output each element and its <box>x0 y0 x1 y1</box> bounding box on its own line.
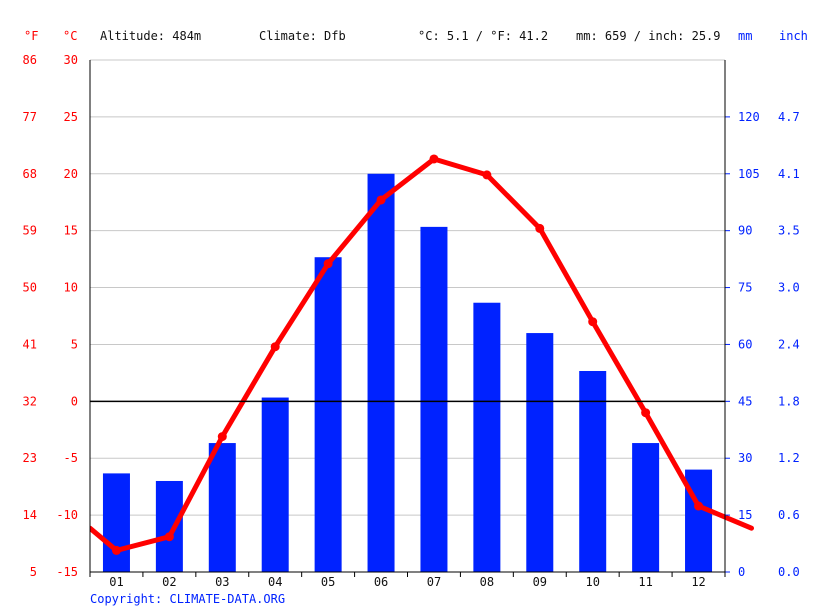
mm-tick-label: 15 <box>738 508 752 522</box>
month-tick-label: 05 <box>321 575 335 589</box>
precipitation-bar <box>632 443 660 572</box>
celsius-tick-label: 5 <box>71 337 78 351</box>
temperature-point <box>376 195 386 205</box>
month-tick-label: 07 <box>427 575 441 589</box>
inch-unit-label: inch <box>779 29 808 43</box>
climate-label: Climate: Dfb <box>259 29 346 43</box>
month-tick-label: 06 <box>374 575 388 589</box>
fahrenheit-tick-label: 5 <box>30 565 37 579</box>
fahrenheit-tick-label: 68 <box>23 167 37 181</box>
temperature-point <box>588 317 598 327</box>
tick-labels: 30862577206815591050541032-523-1014-1551… <box>23 53 800 589</box>
fahrenheit-tick-label: 50 <box>23 281 37 295</box>
precipitation-bar <box>261 397 289 572</box>
temperature-point <box>429 154 439 164</box>
fahrenheit-tick-label: 14 <box>23 508 37 522</box>
celsius-tick-label: -5 <box>64 451 78 465</box>
temperature-point <box>111 545 121 555</box>
month-tick-label: 01 <box>109 575 123 589</box>
celsius-tick-label: -10 <box>56 508 78 522</box>
fahrenheit-tick-label: 23 <box>23 451 37 465</box>
month-tick-label: 03 <box>215 575 229 589</box>
temperature-line <box>90 154 754 555</box>
temperature-point <box>270 342 280 352</box>
celsius-tick-label: 30 <box>64 53 78 67</box>
month-tick-label: 10 <box>585 575 599 589</box>
celsius-tick-label: 20 <box>64 167 78 181</box>
temperature-point <box>641 408 651 418</box>
inch-tick-label: 1.2 <box>778 451 800 465</box>
celsius-tick-label: 25 <box>64 110 78 124</box>
fahrenheit-tick-label: 41 <box>23 337 37 351</box>
temperature-point <box>217 432 227 442</box>
mm-tick-label: 45 <box>738 394 752 408</box>
celsius-tick-label: -15 <box>56 565 78 579</box>
fahrenheit-unit-label: °F <box>24 29 38 43</box>
inch-tick-label: 0.6 <box>778 508 800 522</box>
celsius-tick-label: 10 <box>64 281 78 295</box>
month-tick-label: 04 <box>268 575 282 589</box>
month-tick-label: 02 <box>162 575 176 589</box>
precipitation-bar <box>526 333 554 572</box>
precipitation-bar <box>367 173 395 572</box>
month-tick-label: 08 <box>480 575 494 589</box>
axes <box>89 60 730 577</box>
month-tick-label: 11 <box>638 575 652 589</box>
celsius-tick-label: 15 <box>64 224 78 238</box>
precipitation-bar <box>420 226 448 572</box>
copyright-label: Copyright: CLIMATE-DATA.ORG <box>90 592 285 606</box>
inch-tick-label: 0.0 <box>778 565 800 579</box>
inch-tick-label: 4.1 <box>778 167 800 181</box>
gridlines <box>90 59 725 573</box>
mm-unit-label: mm <box>738 29 752 43</box>
precipitation-bar <box>102 473 130 572</box>
temperature-point <box>323 259 333 269</box>
fahrenheit-tick-label: 32 <box>23 394 37 408</box>
precipitation-bar <box>208 443 236 572</box>
inch-tick-label: 1.8 <box>778 394 800 408</box>
inch-tick-label: 4.7 <box>778 110 800 124</box>
fahrenheit-tick-label: 86 <box>23 53 37 67</box>
mm-tick-label: 120 <box>738 110 760 124</box>
precipitation-total-label: mm: 659 / inch: 25.9 <box>576 29 721 43</box>
inch-tick-label: 2.4 <box>778 337 800 351</box>
precipitation-bar <box>314 257 342 572</box>
precipitation-bar <box>155 480 183 572</box>
celsius-tick-label: 0 <box>71 394 78 408</box>
precipitation-bar <box>473 302 501 572</box>
precipitation-bars <box>102 173 713 572</box>
temperature-line-path <box>90 156 754 553</box>
temperature-average-label: °C: 5.1 / °F: 41.2 <box>418 29 548 43</box>
mm-tick-label: 0 <box>738 565 745 579</box>
precipitation-bar <box>579 370 607 572</box>
inch-tick-label: 3.5 <box>778 224 800 238</box>
temperature-point <box>694 501 704 511</box>
mm-tick-label: 60 <box>738 337 752 351</box>
month-tick-label: 12 <box>691 575 705 589</box>
mm-tick-label: 90 <box>738 224 752 238</box>
month-tick-label: 09 <box>533 575 547 589</box>
temperature-point <box>535 223 545 233</box>
mm-tick-label: 105 <box>738 167 760 181</box>
celsius-unit-label: °C <box>63 29 77 43</box>
temperature-point <box>482 170 492 180</box>
altitude-label: Altitude: 484m <box>100 29 201 43</box>
fahrenheit-tick-label: 59 <box>23 224 37 238</box>
temperature-point <box>164 532 174 542</box>
fahrenheit-tick-label: 77 <box>23 110 37 124</box>
mm-tick-label: 30 <box>738 451 752 465</box>
inch-tick-label: 3.0 <box>778 281 800 295</box>
mm-tick-label: 75 <box>738 281 752 295</box>
